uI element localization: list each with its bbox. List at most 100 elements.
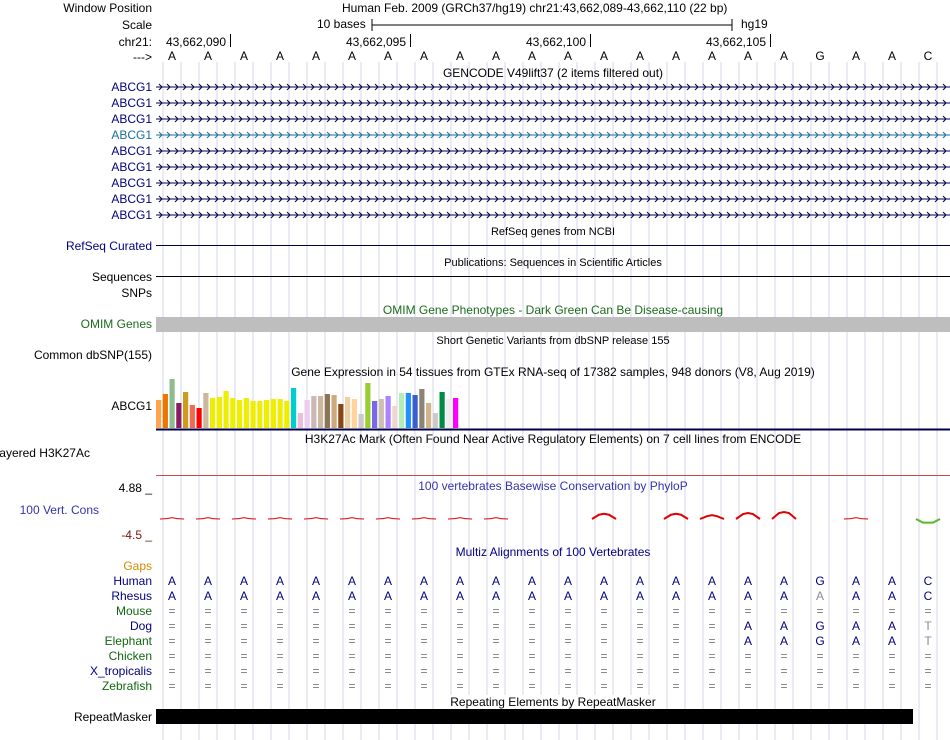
gtex-tissue-bar[interactable] [237,400,243,428]
reference-base: A [203,49,212,63]
phylop-track-label[interactable]: 100 Vert. Cons [19,503,99,517]
gencode-transcript-line[interactable] [156,81,950,93]
multiz-species-label[interactable]: Rhesus [111,589,152,603]
gtex-tissue-bar[interactable] [378,399,384,428]
gtex-bar-chart[interactable] [156,378,950,432]
gtex-tissue-bar[interactable] [270,399,276,428]
multiz-aligned-base: = [636,619,644,633]
repeatmasker-element-block[interactable] [156,709,913,724]
gtex-tissue-bar[interactable] [358,414,364,428]
gtex-tissue-bar[interactable] [304,400,310,428]
gencode-transcript-line[interactable] [156,145,950,157]
multiz-aligned-base: = [168,649,176,663]
gencode-transcript-label[interactable]: ABCG1 [111,160,152,174]
gencode-transcript-line[interactable] [156,177,950,189]
multiz-aligned-base: = [528,679,536,693]
gtex-tissue-bar[interactable] [169,379,175,428]
h3k27ac-track-label[interactable]: Layered H3K27Ac [0,446,90,460]
gencode-transcript-label[interactable]: ABCG1 [111,144,152,158]
gtex-tissue-bar[interactable] [257,401,263,428]
gtex-tissue-bar[interactable] [230,398,236,428]
multiz-species-label[interactable]: Chicken [108,649,152,663]
gencode-transcript-label[interactable]: ABCG1 [111,176,152,190]
gtex-tissue-bar[interactable] [156,400,162,428]
gencode-transcript-label-highlighted[interactable]: ABCG1 [111,128,152,142]
gencode-transcript-line[interactable] [156,209,950,221]
gencode-transcript-label[interactable]: ABCG1 [111,80,152,94]
publications-track-label[interactable]: Sequences [91,270,152,284]
multiz-aligned-base: = [888,604,896,618]
gtex-tissue-bar[interactable] [243,398,249,428]
gtex-tissue-bar[interactable] [189,405,195,428]
omim-gene-block[interactable] [156,317,950,332]
gtex-tissue-bar[interactable] [311,396,317,428]
refseq-track-label[interactable]: RefSeq Curated [65,239,152,253]
gtex-tissue-bar[interactable] [385,396,391,428]
gtex-tissue-bar[interactable] [318,396,324,428]
gencode-transcript-line[interactable] [156,129,950,141]
track-area[interactable]: Human Feb. 2009 (GRCh37/hg19) chr21:43,6… [156,0,950,740]
gtex-tissue-bar[interactable] [297,413,303,428]
gtex-tissue-bar[interactable] [446,399,452,428]
multiz-aligned-base: = [312,604,320,618]
multiz-aligned-base: = [816,664,824,678]
multiz-species-label[interactable]: X_tropicalis [89,664,152,678]
publications-line[interactable] [156,276,950,277]
gtex-tissue-bar[interactable] [439,392,445,428]
gtex-tissue-bar[interactable] [223,391,229,428]
gtex-tissue-bar[interactable] [351,399,357,428]
reference-base: A [491,49,500,63]
gtex-tissue-bar[interactable] [264,400,270,428]
gtex-tissue-bar[interactable] [324,394,330,428]
gencode-transcript-line[interactable] [156,161,950,173]
multiz-aligned-base: = [384,649,392,663]
gtex-tissue-bar[interactable] [331,395,337,428]
gencode-transcript-line[interactable] [156,113,950,125]
dbsnp-track-label[interactable]: Common dbSNP(155) [33,348,152,362]
gtex-track-label[interactable]: ABCG1 [111,399,152,413]
gtex-tissue-bar[interactable] [365,383,371,428]
gtex-tissue-bar[interactable] [203,393,209,428]
gtex-tissue-bar[interactable] [405,393,411,428]
gtex-tissue-bar[interactable] [250,401,256,428]
gencode-transcript-label[interactable]: ABCG1 [111,96,152,110]
gencode-transcript-label[interactable]: ABCG1 [111,192,152,206]
gencode-transcript-label[interactable]: ABCG1 [111,112,152,126]
gtex-tissue-bar[interactable] [345,397,351,428]
multiz-species-label[interactable]: Mouse [115,604,152,618]
phylop-plot[interactable] [156,496,950,536]
multiz-aligned-base: A [887,634,896,648]
gtex-tissue-bar[interactable] [453,398,459,428]
gtex-tissue-bar[interactable] [284,401,290,428]
gencode-transcript-label[interactable]: ABCG1 [111,208,152,222]
omim-track-label[interactable]: OMIM Genes [80,317,152,331]
gtex-tissue-bar[interactable] [183,392,189,428]
gtex-tissue-bar[interactable] [210,398,216,428]
gtex-tissue-bar[interactable] [196,408,202,428]
multiz-aligned-base: A [851,574,860,588]
gtex-tissue-bar[interactable] [216,397,222,428]
gtex-tissue-bar[interactable] [176,403,182,428]
gencode-transcript-line[interactable] [156,97,950,109]
gtex-tissue-bar[interactable] [372,401,378,428]
repeatmasker-track-label[interactable]: RepeatMasker [73,710,152,724]
multiz-aligned-base: = [672,604,680,618]
gtex-tissue-bar[interactable] [432,413,438,428]
gencode-transcript-line[interactable] [156,193,950,205]
multiz-species-label[interactable]: Dog [129,619,152,633]
gtex-tissue-bar[interactable] [291,388,297,428]
gtex-tissue-bar[interactable] [426,403,432,428]
gtex-tissue-bar[interactable] [338,404,344,428]
multiz-species-label[interactable]: Human [113,574,152,588]
refseq-gene-line[interactable] [156,245,950,246]
multiz-species-label[interactable]: Elephant [104,634,152,648]
gtex-tissue-bar[interactable] [419,389,425,428]
gtex-tissue-bar[interactable] [162,394,168,428]
gtex-tissue-bar[interactable] [399,393,405,428]
multiz-species-label[interactable]: Zebrafish [101,679,152,693]
gtex-tissue-bar[interactable] [277,399,283,428]
gtex-tissue-bar[interactable] [412,395,418,428]
h3k27ac-signal-line[interactable] [156,475,950,476]
gtex-tissue-bar[interactable] [392,406,398,428]
